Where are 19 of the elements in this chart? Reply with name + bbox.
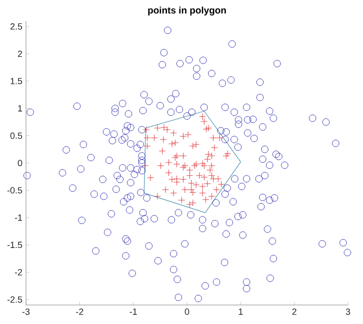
chart-title: points in polygon	[148, 6, 226, 16]
y-tick-label: -1.5	[7, 242, 22, 248]
x-tick-label: 3	[346, 308, 350, 315]
x-tick-label: -3	[22, 308, 30, 315]
x-tick-label: 2	[292, 308, 296, 315]
y-tick-label: 0.5	[10, 132, 22, 139]
y-tick-label: 1	[18, 105, 22, 112]
y-tick-label: 2.5	[10, 23, 22, 30]
x-tick-label: -2	[76, 308, 84, 315]
y-tick-label: 2	[18, 50, 22, 57]
y-tick-label: -2.5	[7, 296, 22, 303]
y-tick-label: -2	[14, 269, 22, 276]
y-tick-label: 1.5	[10, 78, 22, 84]
x-tick-label: 1	[238, 308, 243, 315]
y-tick-label: -1	[14, 214, 22, 221]
y-tick-label: 0	[18, 160, 22, 166]
x-tick-label: -1	[130, 308, 137, 315]
x-tick-label: 0	[184, 308, 190, 315]
y-tick-label: -0.5	[7, 187, 22, 194]
